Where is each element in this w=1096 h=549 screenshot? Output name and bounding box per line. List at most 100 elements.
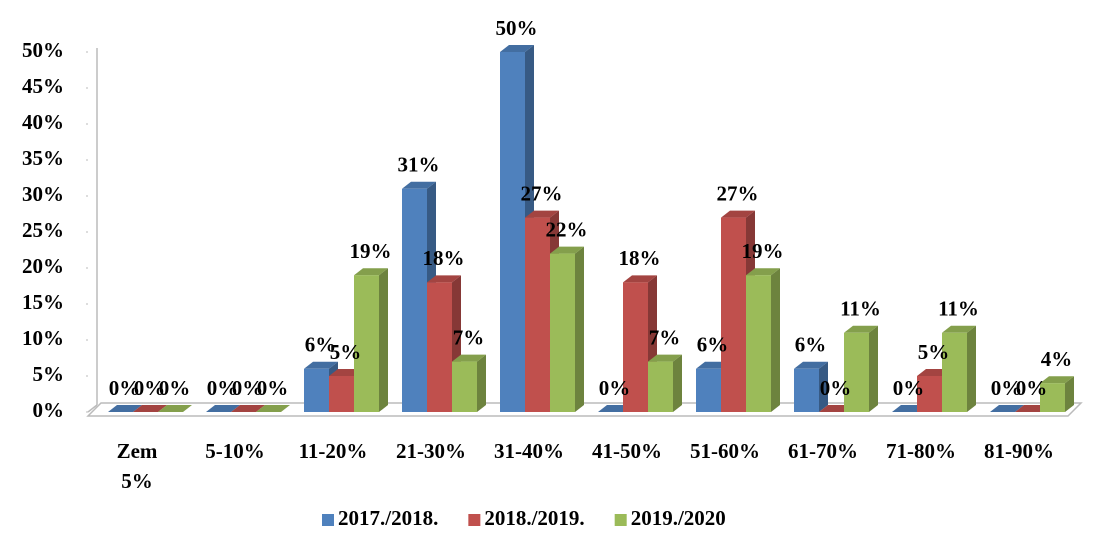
y-tick-label: 25% bbox=[22, 218, 64, 242]
data-label: 31% bbox=[398, 153, 440, 177]
bar-top bbox=[794, 361, 828, 369]
x-tick-label: 51-60% bbox=[690, 439, 760, 463]
bar bbox=[550, 246, 584, 412]
y-tick-label: 10% bbox=[22, 326, 64, 350]
bar-side bbox=[673, 354, 682, 412]
bar-front bbox=[794, 368, 819, 412]
bar-top bbox=[844, 325, 878, 333]
bar-side bbox=[477, 354, 486, 412]
bar bbox=[794, 361, 828, 412]
y-tick-label: 40% bbox=[22, 110, 64, 134]
y-tick-label: 5% bbox=[33, 362, 65, 386]
x-tick-label: 41-50% bbox=[592, 439, 662, 463]
data-label: 19% bbox=[350, 239, 392, 263]
bar-front bbox=[1040, 383, 1065, 412]
legend-swatch bbox=[322, 514, 334, 526]
data-label: 0% bbox=[257, 376, 289, 400]
data-label: 0% bbox=[232, 376, 264, 400]
bar-top bbox=[648, 354, 682, 362]
legend-swatch bbox=[468, 514, 481, 526]
y-tick-label: 20% bbox=[22, 254, 64, 278]
bar-front bbox=[550, 253, 575, 412]
data-label: 6% bbox=[697, 333, 729, 357]
legend-label: 2017./2018. bbox=[338, 506, 438, 530]
data-label: 0% bbox=[159, 376, 191, 400]
data-label: 0% bbox=[599, 376, 631, 400]
bar-front bbox=[427, 282, 452, 412]
x-tick-label: 5-10% bbox=[205, 439, 265, 463]
data-label: 7% bbox=[649, 325, 681, 349]
bar-top bbox=[721, 210, 755, 218]
bar-top bbox=[108, 405, 142, 412]
bar-side bbox=[575, 246, 584, 412]
bar bbox=[158, 405, 192, 412]
bar bbox=[206, 405, 240, 412]
data-label: 7% bbox=[453, 325, 485, 349]
y-tick-label: 45% bbox=[22, 74, 64, 98]
x-tick-label: 71-80% bbox=[886, 439, 956, 463]
bar-front bbox=[354, 275, 379, 412]
bar-top bbox=[427, 275, 461, 283]
bar-top bbox=[354, 268, 388, 276]
x-tick-label: 31-40% bbox=[494, 439, 564, 463]
bar-top bbox=[452, 354, 486, 362]
bar-front bbox=[402, 188, 427, 412]
x-tick-label: 11-20% bbox=[298, 439, 368, 463]
data-label: 11% bbox=[938, 297, 979, 321]
data-label: 5% bbox=[330, 340, 362, 364]
bar-top bbox=[1040, 376, 1074, 384]
bar-front bbox=[844, 332, 869, 412]
bar-front bbox=[623, 282, 648, 412]
bar-front bbox=[500, 52, 525, 412]
bar-top bbox=[158, 405, 192, 412]
bar bbox=[427, 275, 461, 412]
bar-top bbox=[231, 405, 265, 412]
bar-top bbox=[623, 275, 657, 283]
bar bbox=[1040, 376, 1074, 412]
bar-front bbox=[917, 376, 942, 412]
legend-swatch bbox=[614, 514, 627, 526]
side-wall-edge bbox=[87, 404, 98, 413]
bar-side bbox=[869, 325, 878, 412]
bar-top bbox=[402, 181, 436, 189]
data-label: 18% bbox=[619, 246, 661, 270]
data-label: 11% bbox=[840, 297, 881, 321]
data-label: 27% bbox=[521, 181, 563, 205]
data-label: 50% bbox=[496, 16, 538, 40]
legend-label: 2019./2020 bbox=[631, 506, 726, 530]
bar-front bbox=[648, 361, 673, 412]
bar-front bbox=[942, 332, 967, 412]
bar-front bbox=[696, 368, 721, 412]
data-label: 5% bbox=[918, 340, 950, 364]
bar bbox=[990, 405, 1024, 412]
bar bbox=[452, 354, 486, 412]
bar-top bbox=[990, 405, 1024, 412]
bar bbox=[256, 405, 290, 412]
x-tick-label: 61-70% bbox=[788, 439, 858, 463]
bar-top bbox=[500, 45, 534, 52]
bar-front bbox=[721, 217, 746, 412]
bar bbox=[133, 405, 167, 412]
bar bbox=[648, 354, 682, 412]
bar-front bbox=[304, 368, 329, 412]
bar-top bbox=[746, 268, 780, 276]
bar-top bbox=[256, 405, 290, 412]
bar-front bbox=[525, 217, 550, 412]
bar-front bbox=[746, 275, 771, 412]
bar bbox=[354, 268, 388, 412]
data-label: 18% bbox=[423, 246, 465, 270]
bar bbox=[844, 325, 878, 412]
bar bbox=[231, 405, 265, 412]
bar bbox=[942, 325, 976, 412]
y-tick-label: 30% bbox=[22, 182, 64, 206]
bar-top bbox=[525, 210, 559, 218]
data-label: 0% bbox=[207, 376, 239, 400]
data-label: 19% bbox=[742, 239, 784, 263]
data-label: 0% bbox=[991, 376, 1023, 400]
bar-side bbox=[967, 325, 976, 412]
data-label: 4% bbox=[1041, 347, 1073, 371]
data-label: 0% bbox=[109, 376, 141, 400]
data-label: 27% bbox=[717, 181, 759, 205]
